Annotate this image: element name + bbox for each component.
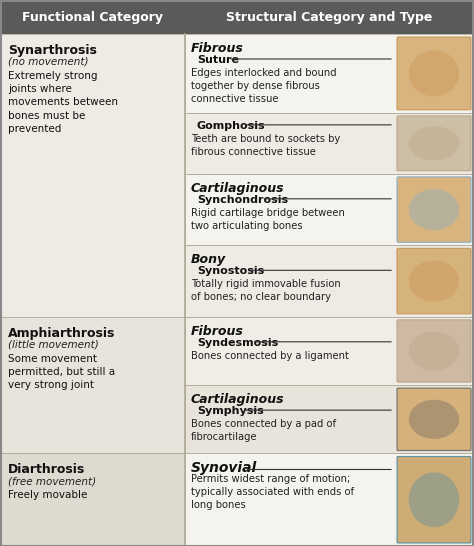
Text: Fibrous: Fibrous: [191, 325, 244, 338]
Text: Bony: Bony: [191, 253, 226, 266]
Ellipse shape: [409, 400, 459, 439]
Text: Synarthrosis: Synarthrosis: [8, 44, 97, 57]
Ellipse shape: [409, 260, 459, 302]
Bar: [0, 454, 185, 546]
Text: (little movement): (little movement): [8, 340, 99, 350]
Text: Fibrous: Fibrous: [191, 42, 244, 55]
Text: Cartilaginous: Cartilaginous: [191, 393, 284, 406]
Ellipse shape: [409, 331, 459, 371]
Bar: [185, 317, 474, 385]
Bar: [185, 245, 474, 317]
Bar: [185, 113, 474, 174]
Bar: [0, 317, 185, 454]
FancyBboxPatch shape: [397, 116, 471, 171]
FancyBboxPatch shape: [397, 456, 471, 543]
Bar: [185, 454, 474, 546]
Ellipse shape: [409, 472, 459, 527]
Text: Symphysis: Symphysis: [197, 406, 264, 416]
Text: Some movement
permitted, but still a
very strong joint: Some movement permitted, but still a ver…: [8, 354, 115, 390]
Text: Bones connected by a pad of
fibrocartilage: Bones connected by a pad of fibrocartila…: [191, 419, 336, 442]
FancyBboxPatch shape: [397, 320, 471, 382]
Text: (no movement): (no movement): [8, 57, 89, 67]
Text: Suture: Suture: [197, 55, 239, 65]
Text: Structural Category and Type: Structural Category and Type: [226, 10, 433, 23]
Text: Teeth are bound to sockets by
fibrous connective tissue: Teeth are bound to sockets by fibrous co…: [191, 134, 340, 157]
Bar: [0, 34, 185, 317]
Text: Totally rigid immovable fusion
of bones; no clear boundary: Totally rigid immovable fusion of bones;…: [191, 280, 341, 302]
Text: Synostosis: Synostosis: [197, 266, 264, 276]
Ellipse shape: [409, 50, 459, 97]
Text: Synovial: Synovial: [191, 461, 257, 476]
Text: Gomphosis: Gomphosis: [197, 121, 265, 131]
Text: Rigid cartilage bridge between
two articulating bones: Rigid cartilage bridge between two artic…: [191, 208, 345, 230]
Text: Diarthrosis: Diarthrosis: [8, 464, 85, 477]
Bar: [185, 34, 474, 113]
Text: Bones connected by a ligament: Bones connected by a ligament: [191, 351, 349, 361]
FancyBboxPatch shape: [397, 248, 471, 314]
Text: (free movement): (free movement): [8, 477, 96, 486]
Text: Extremely strong
joints where
movements between
bones must be
prevented: Extremely strong joints where movements …: [8, 71, 118, 134]
Text: Cartilaginous: Cartilaginous: [191, 182, 284, 195]
Text: Synchondrosis: Synchondrosis: [197, 195, 288, 205]
Text: Permits widest range of motion;
typically associated with ends of
long bones: Permits widest range of motion; typicall…: [191, 474, 354, 510]
Text: Edges interlocked and bound
together by dense fibrous
connective tissue: Edges interlocked and bound together by …: [191, 68, 337, 104]
Bar: [0, 0, 474, 34]
FancyBboxPatch shape: [397, 37, 471, 110]
Ellipse shape: [409, 126, 459, 161]
Text: Amphiarthrosis: Amphiarthrosis: [8, 327, 115, 340]
Ellipse shape: [409, 189, 459, 230]
Text: Freely movable: Freely movable: [8, 490, 87, 501]
Bar: [185, 174, 474, 245]
Text: Functional Category: Functional Category: [22, 10, 163, 23]
FancyBboxPatch shape: [397, 388, 471, 450]
Bar: [185, 385, 474, 454]
FancyBboxPatch shape: [397, 177, 471, 242]
Text: Syndesmosis: Syndesmosis: [197, 338, 278, 348]
